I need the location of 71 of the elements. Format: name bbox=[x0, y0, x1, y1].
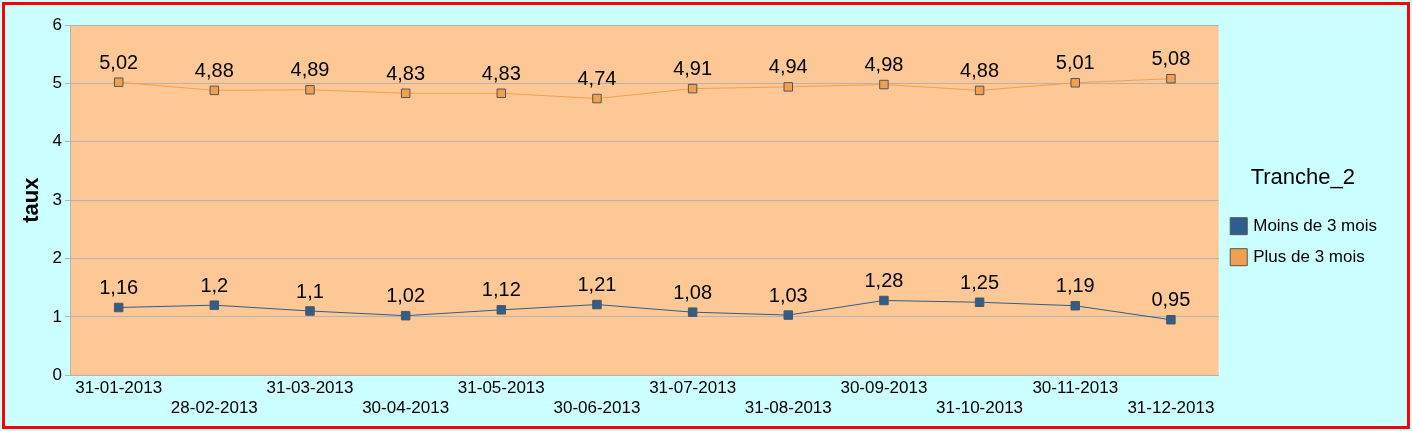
data-label: 4,94 bbox=[768, 55, 808, 78]
data-label: 1,25 bbox=[960, 270, 1000, 293]
x-tick-label: 30-09-2013 bbox=[840, 378, 928, 398]
point bbox=[496, 88, 507, 99]
x-tick-label: 30-06-2013 bbox=[553, 398, 641, 418]
point bbox=[400, 310, 411, 321]
x-tick-label: 31-08-2013 bbox=[744, 398, 832, 418]
point bbox=[305, 85, 315, 95]
data-label: 1,03 bbox=[768, 283, 808, 306]
y-tick-label: 0 bbox=[52, 364, 62, 384]
data-label: 4,88 bbox=[194, 58, 234, 81]
point bbox=[687, 307, 698, 317]
y-axis-title: taux bbox=[18, 176, 44, 223]
point bbox=[592, 93, 602, 104]
point bbox=[209, 300, 220, 310]
data-label: 1,19 bbox=[1055, 274, 1095, 297]
legend-label: Moins de 3 mois bbox=[1253, 215, 1378, 235]
legend-label: Plus de 3 mois bbox=[1253, 246, 1365, 266]
data-label: 4,83 bbox=[386, 61, 426, 84]
point bbox=[879, 295, 889, 306]
point bbox=[783, 310, 794, 320]
data-label: 4,91 bbox=[673, 57, 713, 80]
point bbox=[496, 305, 507, 315]
point bbox=[974, 85, 985, 96]
data-label: 4,74 bbox=[577, 67, 617, 90]
point bbox=[974, 297, 985, 307]
data-label: 1,2 bbox=[200, 273, 229, 296]
x-tick-label: 31-01-2013 bbox=[75, 378, 163, 398]
y-tick-label: 2 bbox=[52, 248, 62, 268]
x-tick-label: 31-07-2013 bbox=[649, 378, 737, 398]
x-tick-label: 28-02-2013 bbox=[170, 398, 258, 418]
data-label: 5,02 bbox=[99, 50, 139, 73]
y-tick-label: 5 bbox=[52, 73, 62, 93]
x-tick-label: 31-12-2013 bbox=[1127, 398, 1215, 418]
data-label: 1,08 bbox=[673, 280, 713, 303]
point bbox=[879, 79, 889, 90]
data-label: 1,1 bbox=[296, 279, 324, 302]
data-label: 1,16 bbox=[99, 276, 139, 299]
point bbox=[687, 83, 698, 94]
point bbox=[1070, 78, 1080, 88]
point bbox=[1166, 73, 1176, 84]
data-label: 4,98 bbox=[864, 53, 904, 76]
point bbox=[209, 85, 220, 96]
x-tick-label: 31-10-2013 bbox=[936, 398, 1024, 418]
y-tick-label: 3 bbox=[52, 189, 62, 209]
point bbox=[113, 302, 124, 313]
x-tick-label: 30-04-2013 bbox=[362, 398, 450, 418]
point bbox=[1070, 301, 1080, 311]
data-label: 5,01 bbox=[1055, 51, 1095, 74]
point bbox=[592, 299, 602, 310]
data-label: 1,12 bbox=[481, 278, 521, 301]
data-label: 4,88 bbox=[960, 58, 1000, 81]
x-tick-label: 31-03-2013 bbox=[266, 378, 354, 398]
y-tick-label: 6 bbox=[52, 14, 62, 34]
y-tick-label: 1 bbox=[52, 306, 62, 326]
data-label: 1,02 bbox=[386, 284, 426, 307]
point bbox=[1166, 315, 1176, 325]
point bbox=[113, 77, 124, 87]
y-tick-label: 4 bbox=[52, 131, 62, 151]
point bbox=[783, 82, 794, 92]
data-label: 1,21 bbox=[577, 273, 617, 296]
data-label: 1,28 bbox=[864, 269, 904, 292]
data-label: 5,08 bbox=[1151, 47, 1191, 70]
data-label: 4,83 bbox=[481, 61, 521, 84]
data-label: 4,89 bbox=[290, 58, 330, 81]
legend-title: Tranche_2 bbox=[1250, 164, 1356, 190]
x-tick-label: 31-05-2013 bbox=[457, 378, 545, 398]
data-label: 0,95 bbox=[1151, 288, 1191, 311]
x-tick-label: 30-11-2013 bbox=[1032, 378, 1119, 398]
point bbox=[400, 88, 411, 99]
point bbox=[305, 306, 315, 316]
